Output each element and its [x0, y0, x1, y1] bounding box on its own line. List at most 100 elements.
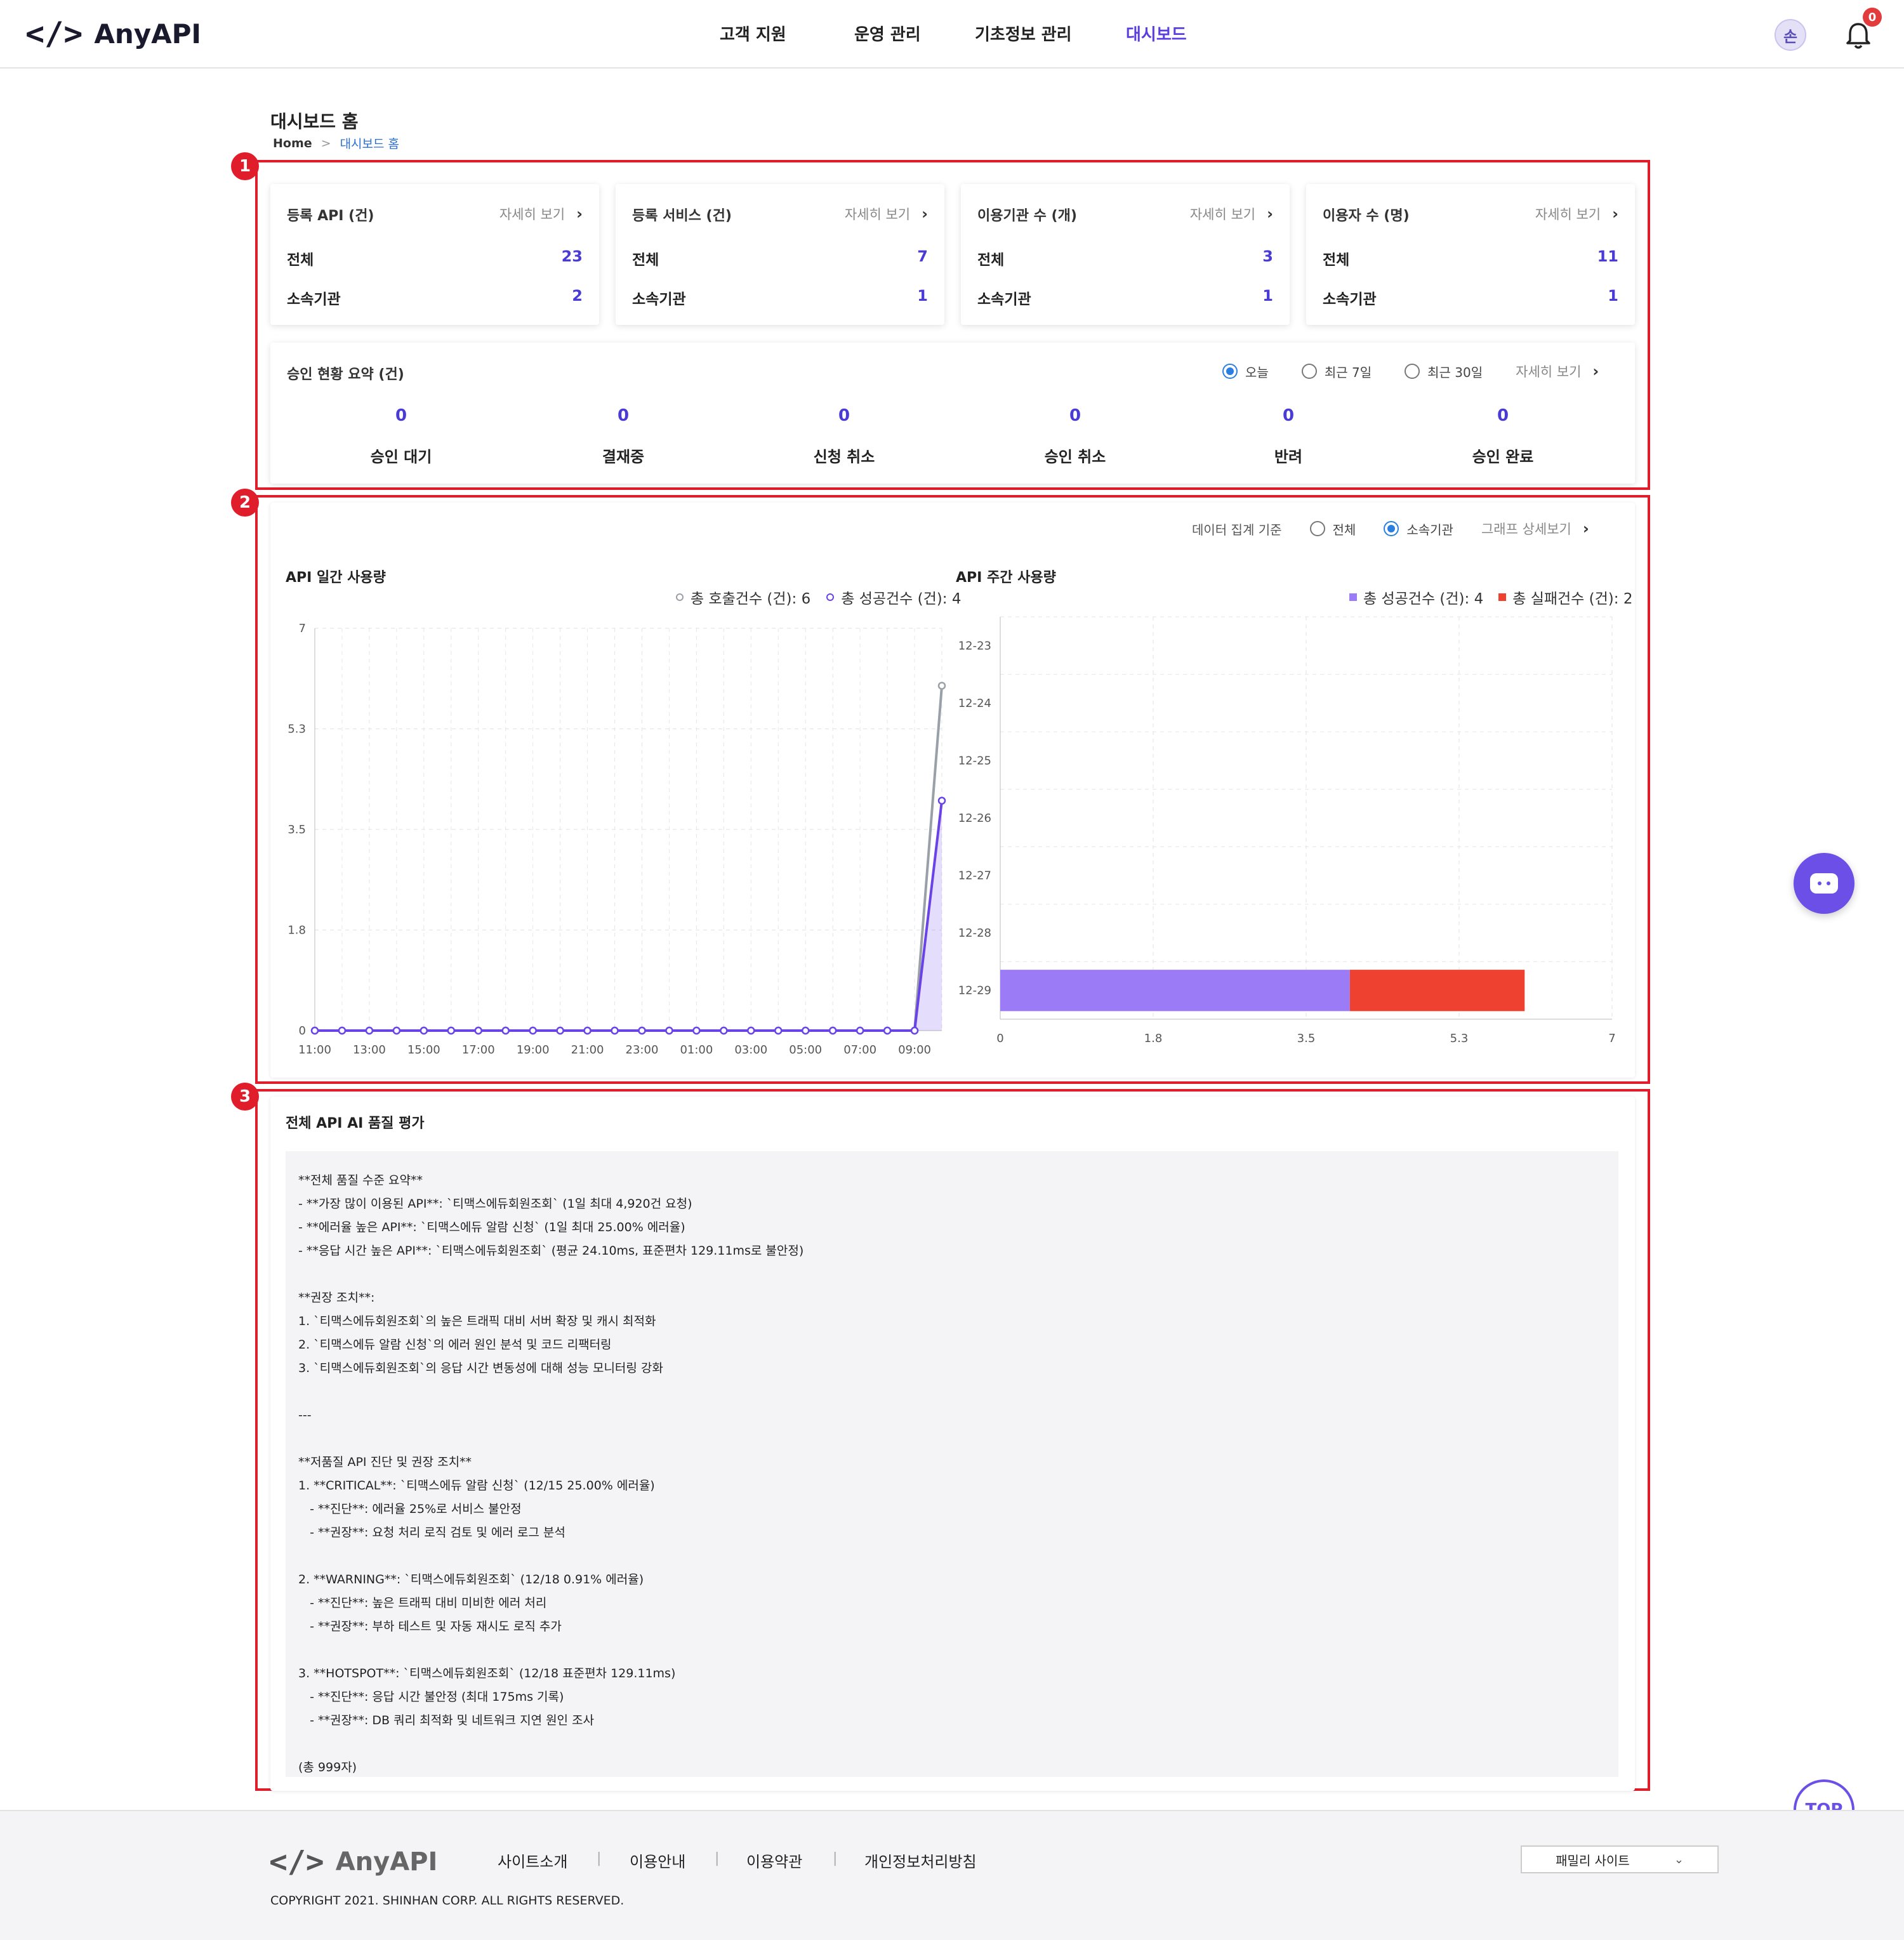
x-tick-label: 23:00	[626, 1043, 659, 1057]
success-calls-point	[720, 1026, 728, 1035]
approval-cancelled[interactable]: 0 승인 취소	[1012, 406, 1139, 466]
period-7days[interactable]: 최근 7일	[1301, 362, 1372, 381]
radio-button[interactable]	[1309, 521, 1325, 536]
legend-failure[interactable]: 총 실패건수 (건): 2	[1498, 586, 1632, 608]
period-filter: 오늘 최근 7일 최근 30일 자세히 보기 ›	[1222, 362, 1599, 381]
legend-label: 총 호출건수 (건): 6	[691, 591, 811, 607]
footer: </> AnyAPI 사이트소개 | 이용안내 | 이용약관 | 개인정보처리방…	[0, 1810, 1904, 1940]
approval-completed[interactable]: 0 승인 완료	[1439, 406, 1566, 466]
graph-detail-link[interactable]: 그래프 상세보기 ›	[1481, 519, 1589, 538]
nav-customer-support[interactable]: 고객 지원	[720, 25, 786, 44]
radio-button[interactable]	[1222, 364, 1238, 379]
approval-in-progress[interactable]: 0 결재중	[560, 406, 687, 466]
card-user-orgs: 이용기관 수 (개) 자세히 보기 › 전체 3 소속기관 1	[961, 184, 1290, 325]
basis-org[interactable]: 소속기관	[1384, 520, 1453, 538]
success-calls-point	[365, 1026, 374, 1035]
label: 승인 대기	[370, 448, 432, 466]
legend-success[interactable]: 총 성공건수 (건): 4	[1349, 586, 1483, 608]
total-label: 전체	[632, 252, 659, 268]
org-label: 소속기관	[287, 291, 341, 308]
label: 결재중	[602, 448, 645, 466]
chatbot-button[interactable]	[1794, 853, 1854, 914]
anyapi-logo[interactable]: </> AnyAPI	[25, 15, 201, 52]
family-site-label: 패밀리 사이트	[1556, 1852, 1630, 1868]
card-title: 이용기관 수 (개)	[977, 208, 1077, 224]
period-30days[interactable]: 최근 30일	[1405, 362, 1483, 381]
basis-label: 데이터 집계 기준	[1192, 522, 1282, 538]
category-label: 12-28	[958, 927, 991, 940]
success-calls-point	[665, 1026, 673, 1035]
square-icon	[1498, 593, 1507, 601]
approval-rejected[interactable]: 0 반려	[1225, 406, 1352, 466]
approval-more-link[interactable]: 자세히 보기 ›	[1516, 362, 1599, 381]
success-calls-point	[583, 1026, 592, 1035]
notification-badge: 0	[1863, 8, 1882, 27]
legend-label: 총 실패건수 (건): 2	[1512, 591, 1633, 607]
footer-link-terms[interactable]: 이용약관	[746, 1853, 803, 1871]
total-label: 전체	[977, 252, 1005, 268]
footer-logo[interactable]: </> AnyAPI	[269, 1844, 437, 1880]
top-header: </> AnyAPI 고객 지원 운영 관리 기초정보 관리 대시보드 손 0	[0, 0, 1904, 69]
footer-link-about[interactable]: 사이트소개	[498, 1853, 568, 1871]
y-tick-label: 0	[299, 1024, 306, 1038]
legend-total-calls[interactable]: 총 호출건수 (건): 6	[675, 586, 810, 608]
success-calls-point	[856, 1026, 864, 1035]
footer-divider: |	[715, 1851, 720, 1866]
chevron-right-icon: ›	[1267, 205, 1273, 223]
code-icon: </>	[25, 15, 83, 52]
nav-operations[interactable]: 운영 관리	[854, 25, 921, 44]
radio-label: 최근 7일	[1324, 364, 1372, 380]
more-link[interactable]: 자세히 보기 ›	[1535, 204, 1618, 223]
success-calls-point	[774, 1026, 783, 1035]
label: 반려	[1274, 448, 1303, 466]
card-title: 이용자 수 (명)	[1323, 208, 1410, 224]
section-2-highlight	[255, 495, 1650, 1084]
x-tick-label: 15:00	[407, 1043, 440, 1057]
basis-all[interactable]: 전체	[1309, 520, 1356, 538]
more-label: 자세히 보기	[1535, 207, 1601, 222]
success-calls-point	[937, 796, 946, 805]
section-1-highlight	[255, 160, 1650, 490]
org-label: 소속기관	[632, 291, 686, 308]
footer-link-guide[interactable]: 이용안내	[630, 1853, 686, 1871]
page-title: 대시보드 홈	[270, 111, 359, 132]
approval-request-cancelled[interactable]: 0 신청 취소	[781, 406, 908, 466]
success-calls-point	[501, 1026, 510, 1035]
logo-text: AnyAPI	[94, 18, 202, 49]
more-link[interactable]: 자세히 보기 ›	[845, 204, 928, 223]
chevron-right-icon: ›	[922, 205, 928, 223]
footer-link-privacy[interactable]: 개인정보처리방침	[864, 1853, 977, 1871]
more-label: 자세히 보기	[844, 207, 911, 222]
chevron-right-icon: ›	[1592, 362, 1599, 380]
hollow-circle-icon	[676, 593, 684, 601]
bell-icon[interactable]	[1841, 18, 1876, 53]
footer-divider: |	[597, 1851, 602, 1866]
radio-button[interactable]	[1384, 521, 1399, 536]
total-value: 7	[917, 247, 928, 265]
more-link[interactable]: 자세히 보기 ›	[1190, 204, 1273, 223]
avatar[interactable]: 손	[1775, 19, 1806, 51]
category-label: 12-27	[958, 869, 991, 883]
x-tick-label: 17:00	[462, 1043, 495, 1057]
legend-success-calls[interactable]: 총 성공건수 (건): 4	[826, 586, 961, 608]
count: 0	[617, 406, 630, 425]
radio-button[interactable]	[1301, 364, 1317, 379]
radio-label: 오늘	[1245, 364, 1269, 380]
success-calls-point	[910, 1026, 919, 1035]
radio-button[interactable]	[1405, 364, 1420, 379]
success-calls-point	[883, 1026, 892, 1035]
nav-base-info[interactable]: 기초정보 관리	[975, 25, 1072, 44]
more-link[interactable]: 자세히 보기 ›	[499, 204, 583, 223]
breadcrumb-home[interactable]: Home	[273, 136, 312, 150]
y-tick-label: 3.5	[288, 823, 306, 836]
more-label: 자세히 보기	[1516, 364, 1582, 379]
nav-dashboard[interactable]: 대시보드	[1126, 25, 1187, 44]
approval-pending[interactable]: 0 승인 대기	[338, 406, 465, 466]
family-site-select[interactable]: 패밀리 사이트 ⌄	[1521, 1845, 1719, 1873]
card-title: 등록 API (건)	[287, 208, 374, 224]
org-label: 소속기관	[1323, 291, 1377, 308]
count: 0	[395, 406, 407, 425]
org-value: 2	[572, 287, 583, 305]
x-tick-label: 01:00	[680, 1043, 713, 1057]
period-today[interactable]: 오늘	[1222, 362, 1269, 381]
